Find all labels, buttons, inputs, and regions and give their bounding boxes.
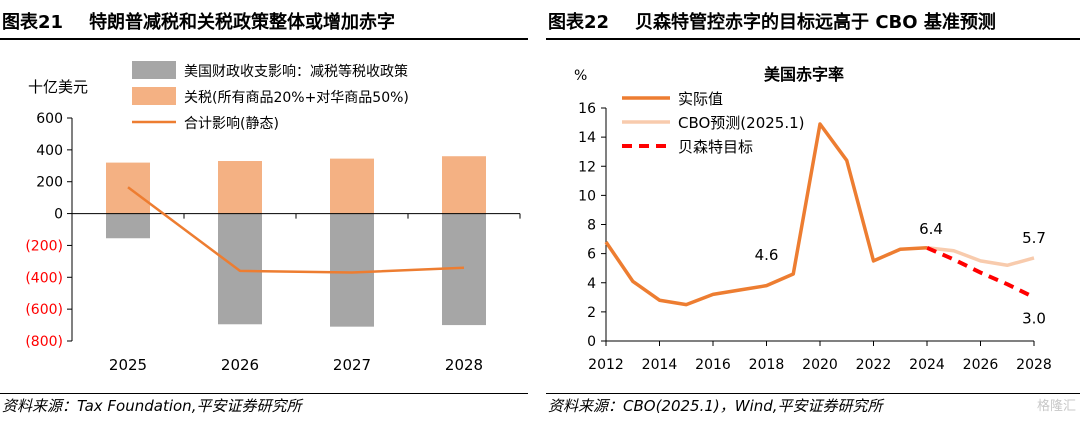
y-tick-label: 4 [587,276,596,292]
actual-deficit-line [604,122,928,307]
y-tick-label: (600) [25,302,63,318]
right-figure-number: 图表22 [548,12,610,33]
legend-label: 关税(所有商品20%+对华商品50%) [184,90,409,106]
y-tick-label: 2 [587,305,596,321]
y-tick-label: (800) [25,334,63,350]
y-tick-label: 12 [578,159,596,175]
bar [330,158,374,214]
x-tick-label: 2026 [963,357,999,373]
y-axis-unit-label: % [574,68,587,84]
y-axis-unit-label: 十亿美元 [28,78,88,96]
legend-label: 合计影响(静态) [184,116,279,132]
x-tick-label: 2020 [802,357,838,373]
y-tick-label: 0 [54,207,63,223]
chart-title: 美国赤字率 [764,65,844,84]
y-tick-label: 14 [578,130,596,146]
legend-label: CBO预测(2025.1) [678,114,805,132]
bar [330,213,374,327]
bar [218,213,262,325]
x-tick-label: 2012 [588,357,624,373]
x-tick-label: 2024 [909,357,945,373]
y-tick-label: (400) [25,270,63,286]
legend-label: 贝森特目标 [678,138,753,156]
x-category-label: 2028 [445,356,483,374]
y-tick-label: 200 [36,175,63,191]
data-label: 3.0 [1022,309,1046,327]
bar [106,213,150,239]
right-figure-title-text: 贝森特管控赤字的目标远高于 CBO 基准预测 [635,12,996,33]
x-tick-label: 2014 [642,357,678,373]
data-label: 4.6 [755,246,779,264]
left-source-rule [0,393,528,394]
legend-swatch [132,61,176,79]
left-figure-panel: 图表21 特朗普减税和关税政策整体或增加赤字 十亿美元 600 400 200 0 (200… [0,0,528,424]
legend-label: 美国财政收支影响：减税等税收政策 [184,63,408,80]
y-tick-label: 8 [587,218,596,234]
left-figure-title-text: 特朗普减税和关税政策整体或增加赤字 [89,12,396,33]
data-label: 6.4 [919,220,943,238]
y-tick-label: 400 [36,143,63,159]
x-category-label: 2027 [333,356,371,374]
bar [218,161,262,214]
bar [442,156,486,214]
legend-label: 实际值 [678,90,723,108]
y-tick-label: (200) [25,238,63,254]
line-chart-deficit-ratio: % 美国赤字率 0 2 4 6 8 10 12 14 16 2012 2014 2016 2018 2020 2… [574,65,1052,373]
data-label: 5.7 [1022,229,1046,247]
legend-swatch [132,87,176,105]
right-title-rule [546,38,1080,40]
y-tick-label: 0 [587,334,596,350]
y-tick-label: 6 [587,247,596,263]
right-figure-panel: 图表22 贝森特管控赤字的目标远高于 CBO 基准预测 % 美国赤字率 0 2 4 6 8 10… [546,0,1080,424]
y-tick-label: 10 [578,188,596,204]
right-source-rule [546,393,1080,394]
total-impact-line [127,186,465,274]
left-source-note: 资料来源：Tax Foundation,平安证券研究所 [2,397,302,415]
x-tick-label: 2022 [856,357,892,373]
x-category-label: 2026 [221,356,259,374]
cbo-forecast-line [926,246,1035,268]
right-figure-title: 图表22 贝森特管控赤字的目标远高于 CBO 基准预测 [548,8,996,34]
x-tick-label: 2028 [1016,357,1052,373]
left-title-rule [0,38,528,40]
bar-chart-fiscal-impact: 十亿美元 600 400 200 0 (200) (400) (600) (800) 2025 20… [25,61,521,374]
x-tick-label: 2016 [695,357,731,373]
x-category-label: 2025 [109,356,147,374]
y-tick-label: 600 [36,111,63,127]
watermark-logo: 格隆汇 [1036,399,1076,414]
x-tick-label: 2018 [749,357,785,373]
left-figure-title: 图表21 特朗普减税和关税政策整体或增加赤字 [2,8,395,34]
right-source-note: 资料来源：CBO(2025.1)，Wind,平安证券研究所 [548,397,883,415]
y-tick-label: 16 [578,101,596,117]
bessent-target-line [926,245,1035,300]
left-figure-number: 图表21 [2,12,64,33]
